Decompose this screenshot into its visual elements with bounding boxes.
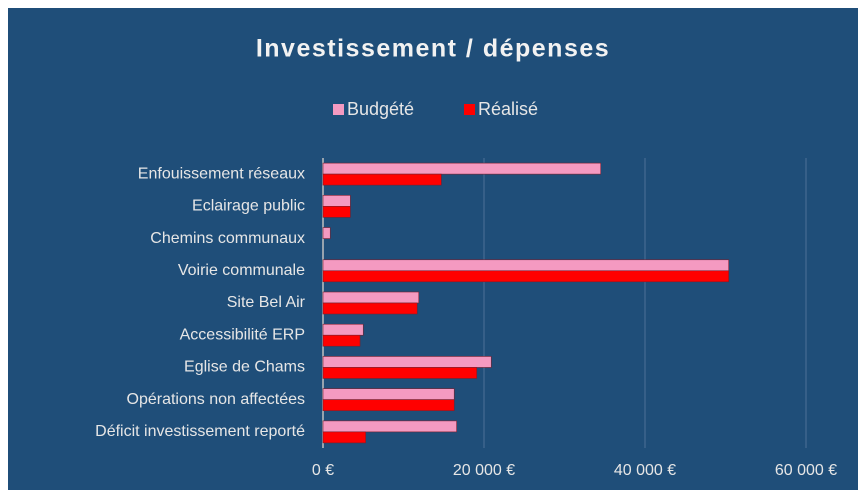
legend-label: Réalisé xyxy=(478,99,538,119)
bar xyxy=(322,388,455,400)
y-tick-label: Accessibilité ERP xyxy=(180,326,305,343)
y-tick-label: Voirie communale xyxy=(178,262,305,279)
bar xyxy=(322,302,418,315)
chart-background xyxy=(8,8,858,490)
chart-title: Investissement / dépenses xyxy=(256,35,610,63)
bar xyxy=(322,420,457,433)
y-tick-label: Site Bel Air xyxy=(227,294,306,311)
bar xyxy=(322,227,331,239)
bar xyxy=(322,291,420,304)
legend-swatch xyxy=(464,104,475,115)
x-tick-label: 40 000 € xyxy=(614,462,676,479)
bar xyxy=(322,206,351,218)
y-tick-label: Chemins communaux xyxy=(150,230,305,247)
x-tick-label: 60 000 € xyxy=(775,462,837,479)
legend-label: Budgété xyxy=(347,99,414,119)
bar xyxy=(322,323,364,336)
x-tick-label: 0 € xyxy=(312,462,334,479)
y-tick-label: Opérations non affectées xyxy=(127,391,306,408)
bar xyxy=(322,259,730,272)
bar xyxy=(322,399,455,411)
y-tick-label: Eclairage public xyxy=(192,198,305,215)
y-tick-label: Déficit investissement reporté xyxy=(95,423,305,440)
bar xyxy=(322,367,478,379)
bar xyxy=(322,431,366,444)
legend-swatch xyxy=(333,104,344,115)
y-tick-label: Enfouissement réseaux xyxy=(138,165,305,182)
x-tick-label: 20 000 € xyxy=(453,462,515,479)
bar xyxy=(322,195,351,207)
bar xyxy=(322,173,442,186)
y-tick-label: Eglise de Chams xyxy=(184,359,305,376)
bar xyxy=(322,334,361,347)
bar xyxy=(322,356,492,368)
bar xyxy=(322,162,602,175)
bar xyxy=(322,270,730,283)
